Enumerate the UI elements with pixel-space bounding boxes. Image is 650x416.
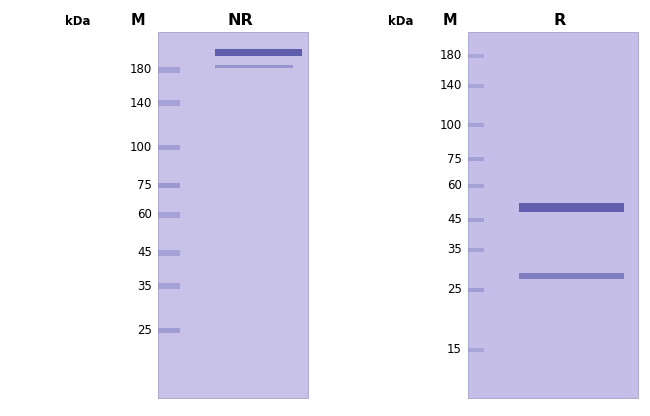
Bar — [158, 145, 180, 150]
Bar — [468, 84, 484, 87]
Text: 60: 60 — [137, 208, 152, 221]
Bar — [158, 283, 180, 289]
Bar — [468, 248, 484, 252]
Text: 100: 100 — [130, 141, 152, 154]
Text: M: M — [443, 13, 458, 28]
Text: 140: 140 — [129, 97, 152, 110]
Bar — [158, 250, 180, 256]
Text: 75: 75 — [137, 179, 152, 192]
Bar — [158, 328, 180, 333]
Text: 35: 35 — [447, 243, 462, 256]
Text: 100: 100 — [440, 119, 462, 132]
Bar — [468, 157, 484, 161]
Text: 25: 25 — [447, 283, 462, 296]
Text: 75: 75 — [447, 153, 462, 166]
Bar — [158, 67, 180, 73]
Text: M: M — [131, 13, 146, 28]
Bar — [468, 124, 484, 127]
Text: R: R — [554, 13, 566, 28]
Bar — [519, 273, 625, 280]
Text: 140: 140 — [439, 79, 462, 92]
Text: kDa: kDa — [65, 15, 90, 28]
Text: 60: 60 — [447, 179, 462, 192]
Bar — [215, 49, 302, 57]
Text: 45: 45 — [137, 246, 152, 260]
Bar — [158, 212, 180, 218]
Bar — [468, 32, 638, 398]
Bar — [215, 64, 293, 68]
Bar — [158, 32, 308, 398]
Bar — [468, 287, 484, 292]
Bar — [468, 218, 484, 222]
Text: 15: 15 — [447, 344, 462, 357]
Text: NR: NR — [227, 13, 253, 28]
Bar — [468, 54, 484, 58]
Bar — [468, 184, 484, 188]
Text: 180: 180 — [130, 64, 152, 77]
Bar — [519, 203, 625, 212]
Bar — [158, 100, 180, 106]
Text: 25: 25 — [137, 324, 152, 337]
Bar — [468, 348, 484, 352]
Text: 45: 45 — [447, 213, 462, 226]
Text: 180: 180 — [440, 49, 462, 62]
Text: 35: 35 — [137, 280, 152, 292]
Text: kDa: kDa — [388, 15, 413, 28]
Bar — [158, 183, 180, 188]
